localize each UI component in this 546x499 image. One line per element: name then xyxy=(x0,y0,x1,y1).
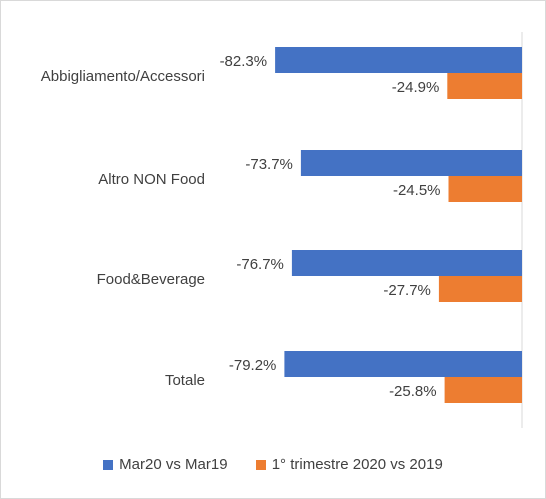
bar-series-2 xyxy=(444,377,522,403)
data-label-series-2: -24.5% xyxy=(393,182,441,199)
legend-label-series-2: 1° trimestre 2020 vs 2019 xyxy=(271,456,443,473)
legend-label-series-1: Mar20 vs Mar19 xyxy=(119,456,228,473)
data-label-series-2: -27.7% xyxy=(383,282,431,299)
data-label-series-2: -24.9% xyxy=(392,79,440,96)
legend-item-series-2: 1° trimestre 2020 vs 2019 xyxy=(255,456,443,473)
data-label-series-1: -76.7% xyxy=(236,256,284,273)
category-label: Abbigliamento/Accessori xyxy=(41,68,205,85)
data-label-series-1: -73.7% xyxy=(245,156,293,173)
legend: Mar20 vs Mar19 1° trimestre 2020 vs 2019 xyxy=(0,456,546,474)
bar-series-1 xyxy=(300,150,522,176)
bar-series-1 xyxy=(291,250,522,276)
legend-swatch-series-1 xyxy=(103,459,114,470)
data-label-series-2: -25.8% xyxy=(389,383,437,400)
category-label: Totale xyxy=(165,372,205,389)
bar-series-1 xyxy=(275,47,522,73)
data-label-series-1: -82.3% xyxy=(220,53,268,70)
bar-series-2 xyxy=(448,176,522,202)
bar-series-2 xyxy=(438,276,522,302)
bar-series-1 xyxy=(284,351,522,377)
legend-item-series-1: Mar20 vs Mar19 xyxy=(103,456,228,473)
data-label-series-1: -79.2% xyxy=(229,357,277,374)
category-label: Food&Beverage xyxy=(97,271,205,288)
bar-series-2 xyxy=(447,73,522,99)
legend-swatch-series-2 xyxy=(255,459,266,470)
category-label: Altro NON Food xyxy=(98,171,205,188)
